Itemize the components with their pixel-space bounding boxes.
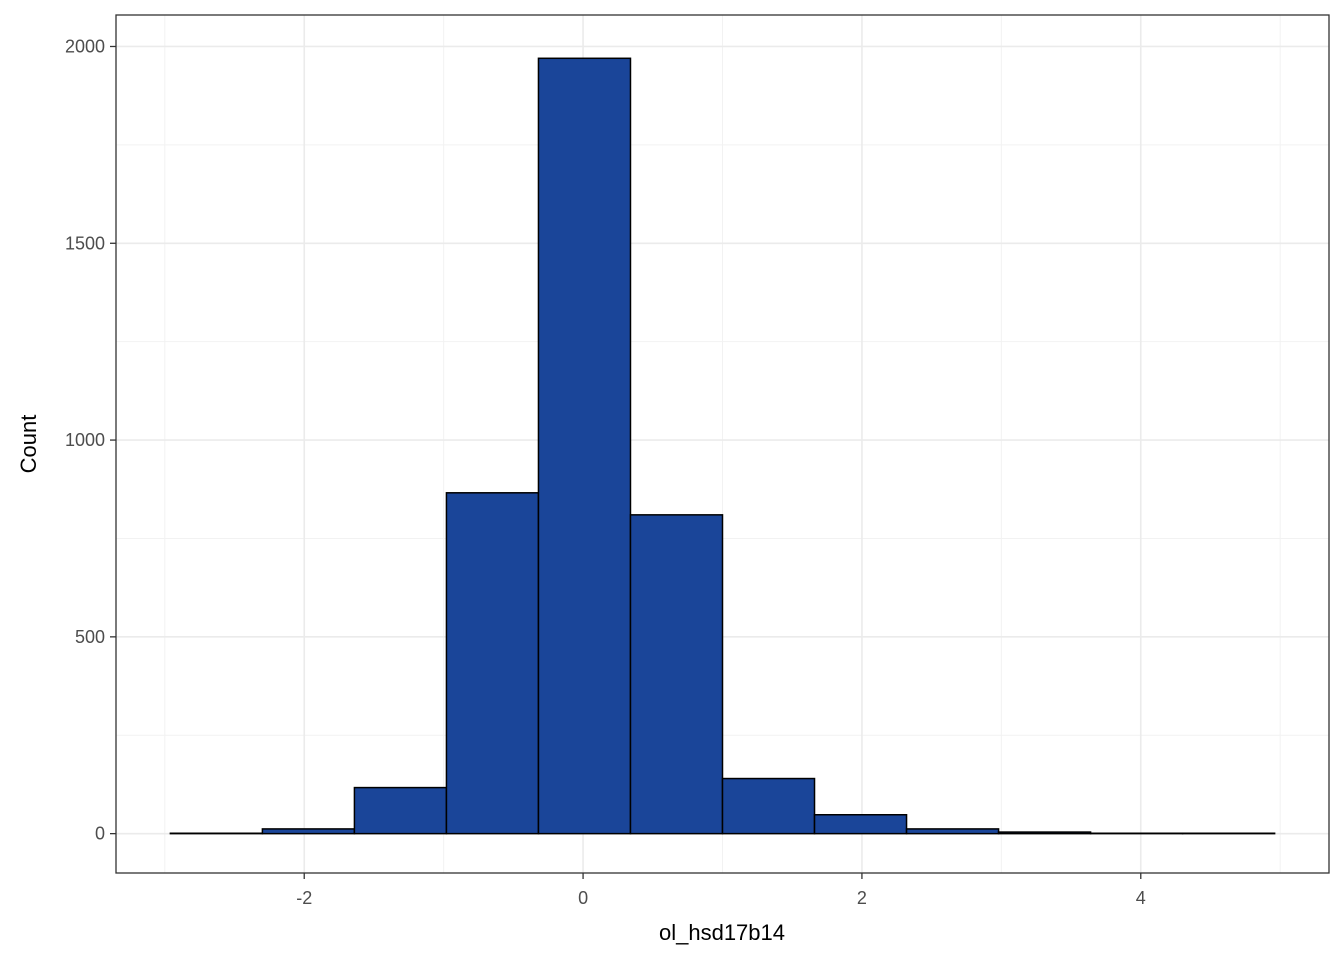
axis-ticks	[110, 45, 1142, 879]
x-axis-title: ol_hsd17b14	[659, 920, 785, 945]
y-tick-label: 1500	[65, 233, 105, 253]
x-tick-label: 4	[1136, 888, 1146, 908]
histogram-bar	[353, 786, 448, 835]
histogram-bar	[813, 814, 908, 835]
x-tick-label: 2	[857, 888, 867, 908]
histogram-bar	[997, 831, 1092, 835]
x-tick-label: -2	[296, 888, 312, 908]
y-tick-label: 500	[75, 627, 105, 647]
histogram-bar	[629, 514, 724, 835]
histogram-bars	[169, 57, 1276, 835]
y-tick-label: 2000	[65, 36, 105, 56]
histogram-bar	[537, 57, 632, 835]
axis-tick-labels: -2 0 2 4 0 500 1000 1500 2000	[65, 36, 1146, 908]
histogram-bar	[445, 492, 540, 835]
y-tick-label: 1000	[65, 430, 105, 450]
x-tick-label: 0	[578, 888, 588, 908]
y-tick-label: 0	[95, 824, 105, 844]
plot-panel-border	[115, 14, 1330, 874]
y-axis-title: Count	[16, 415, 41, 474]
histogram-bar	[905, 828, 1000, 835]
histogram-bar	[261, 828, 356, 835]
histogram-bar	[721, 777, 816, 835]
